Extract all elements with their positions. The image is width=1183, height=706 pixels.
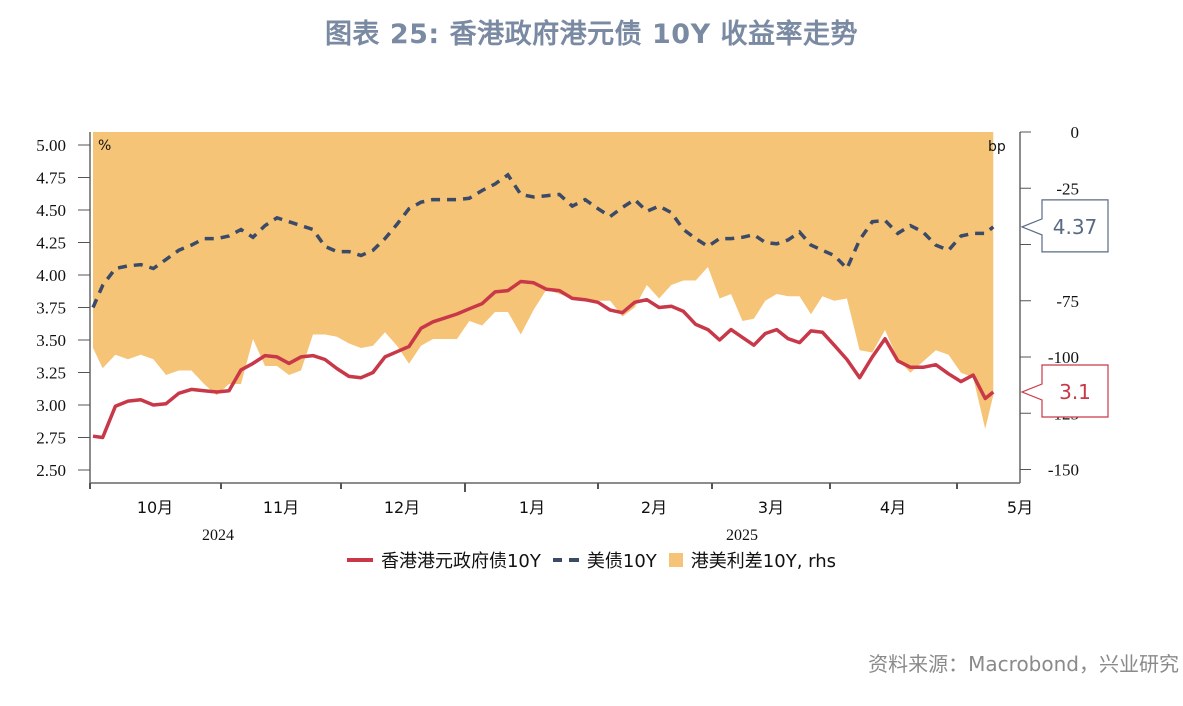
left-tick-label: 3.25 <box>36 364 66 383</box>
us-last-value-callout-text: 4.37 <box>1053 215 1098 239</box>
legend-item-hk: 香港港元政府债10Y <box>346 547 541 573</box>
month-label: 1月 <box>519 498 545 517</box>
right-tick-label: -100 <box>1048 348 1079 367</box>
month-label: 2月 <box>641 498 667 517</box>
hk-last-value-callout-box <box>1020 364 1109 418</box>
legend-label-us: 美债10Y <box>586 551 657 572</box>
us-last-value-callout-box <box>1020 199 1109 253</box>
left-tick-label: 4.50 <box>36 201 66 220</box>
year-label: 2025 <box>726 527 758 544</box>
hk-last-value-callout-text: 3.1 <box>1059 380 1091 404</box>
left-tick-label: 3.00 <box>36 396 66 415</box>
left-tick-label: 3.75 <box>36 299 66 318</box>
hk-yield-line <box>92 279 995 440</box>
year-label: 2024 <box>202 527 234 544</box>
source-note: 资料来源：Macrobond，兴业研究 <box>868 652 1179 676</box>
legend-label-spread: 港美利差10Y, rhs <box>690 551 837 572</box>
legend-item-spread: 港美利差10Y, rhs <box>668 547 837 573</box>
left-tick-label: 4.25 <box>36 234 66 253</box>
left-tick-label: 5.00 <box>36 136 66 155</box>
left-tick-label: 3.50 <box>36 331 66 350</box>
us-yield-line <box>91 172 995 309</box>
month-label: 5月 <box>1007 498 1033 517</box>
legend: 香港港元政府债10Y 美债10Y 港美利差10Y, rhs <box>0 547 1183 573</box>
left-tick-label: 4.00 <box>36 266 66 285</box>
right-tick-label: -25 <box>1056 179 1079 198</box>
month-label: 3月 <box>758 498 784 517</box>
left-tick-label: 2.75 <box>36 429 66 448</box>
spread-area <box>93 132 994 429</box>
right-unit-label: bp <box>988 139 1006 155</box>
month-label: 12月 <box>384 498 420 517</box>
left-tick-label: 4.75 <box>36 169 66 188</box>
legend-swatch-us <box>552 558 579 562</box>
right-tick-label: 0 <box>1071 123 1080 142</box>
month-label: 11月 <box>263 498 299 517</box>
chart-title: 图表 25: 香港政府港元债 10Y 收益率走势 <box>324 19 859 50</box>
left-tick-label: 2.50 <box>36 461 66 480</box>
right-tick-label: -75 <box>1056 292 1079 311</box>
month-label: 10月 <box>137 498 173 517</box>
legend-swatch-hk <box>346 558 373 562</box>
legend-item-us: 美债10Y <box>552 547 657 573</box>
legend-label-hk: 香港港元政府债10Y <box>380 551 541 572</box>
month-label: 4月 <box>880 498 906 517</box>
right-tick-label: -150 <box>1048 461 1079 480</box>
left-unit-label: % <box>98 138 111 154</box>
legend-swatch-spread <box>668 553 683 567</box>
